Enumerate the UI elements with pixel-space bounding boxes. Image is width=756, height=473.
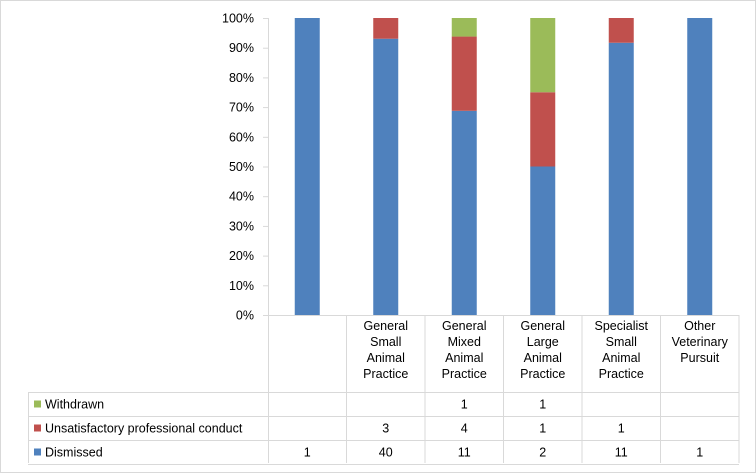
bar-segment <box>451 18 477 37</box>
x-category-label: Specialist <box>595 319 649 333</box>
bar-segment <box>451 110 477 315</box>
bar-segment <box>530 166 556 315</box>
table-value: 1 <box>304 446 311 460</box>
y-tick-label: 60% <box>229 130 254 144</box>
legend-label: Unsatisfactory professional conduct <box>45 422 243 436</box>
table-value: 40 <box>379 446 393 460</box>
y-tick-label: 40% <box>229 190 254 204</box>
x-category-label: Practice <box>363 367 408 381</box>
y-tick-label: 0% <box>236 309 254 323</box>
data-table: General Small Animal Practice General Mixed An… <box>28 315 740 465</box>
bars <box>294 18 713 315</box>
x-category-label: General <box>364 319 408 333</box>
x-category-label: Animal <box>445 351 483 365</box>
table-value: 2 <box>539 446 546 460</box>
x-category-label: Practice <box>520 367 565 381</box>
table-value: 11 <box>458 446 471 460</box>
x-category-label: Mixed <box>448 335 481 349</box>
y-tick-label: 70% <box>229 101 254 115</box>
bar-segment <box>608 18 634 43</box>
y-tick-label: 90% <box>229 41 254 55</box>
x-category-label: General <box>442 319 486 333</box>
table-value: 1 <box>461 398 468 412</box>
x-category-label: Practice <box>442 367 487 381</box>
x-category-label: Animal <box>602 351 640 365</box>
bar-segment <box>530 92 556 167</box>
x-category-label: Animal <box>367 351 405 365</box>
table-value: 11 <box>615 446 628 460</box>
x-category-label: General <box>521 319 565 333</box>
legend-label: Dismissed <box>45 446 103 460</box>
y-tick-label: 100% <box>222 12 254 26</box>
x-category-label: Other <box>684 319 715 333</box>
bar-segment <box>373 18 399 39</box>
x-category-label: Animal <box>524 351 562 365</box>
x-category-label: Pursuit <box>680 351 719 365</box>
table-value: 1 <box>696 446 703 460</box>
table-value: 1 <box>539 422 546 436</box>
bar-segment <box>530 18 556 93</box>
x-category-label: Large <box>527 335 559 349</box>
y-tick-label: 20% <box>229 249 254 263</box>
x-category-label: Small <box>370 335 401 349</box>
bar-segment <box>608 42 634 315</box>
table-value: 3 <box>382 422 389 436</box>
y-tick-label: 80% <box>229 71 254 85</box>
bar-segment <box>294 18 320 315</box>
x-category-label: Small <box>606 335 637 349</box>
bar-segment <box>373 38 399 315</box>
x-category-label: Veterinary <box>672 335 729 349</box>
bar-segment <box>687 18 713 315</box>
y-axis-ticks: 0% 10% 20% 30% 40% 50% 60% 70% 80% 90% 100% <box>222 12 268 323</box>
table-value: 1 <box>618 422 625 436</box>
y-tick-label: 30% <box>229 219 254 233</box>
table-value: 1 <box>539 398 546 412</box>
legend-key <box>34 424 41 432</box>
bar-segment <box>451 36 477 111</box>
legend-label: Withdrawn <box>45 398 104 412</box>
table-value: 4 <box>461 422 468 436</box>
y-tick-label: 50% <box>229 160 254 174</box>
y-tick-label: 10% <box>229 279 254 293</box>
x-category-label: Practice <box>599 367 644 381</box>
legend-key <box>34 400 41 408</box>
legend-key <box>34 448 41 456</box>
